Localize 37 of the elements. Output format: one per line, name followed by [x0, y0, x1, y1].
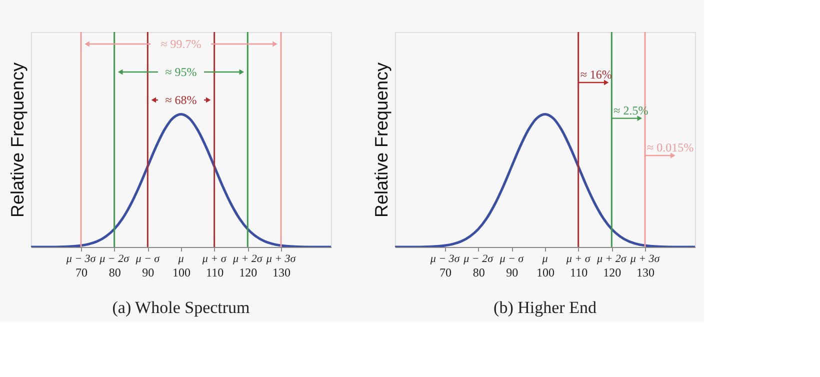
x-tick-label: 80 [472, 266, 485, 280]
x-tick-label: 70 [76, 266, 88, 280]
text: (b) Higher End [494, 298, 597, 317]
x-tick-label: 100 [536, 266, 554, 280]
text: μ + σ [201, 253, 227, 265]
x-tick-label: 100 [172, 266, 190, 280]
text: μ [177, 253, 184, 265]
text: μ − 2σ [462, 253, 494, 265]
text: ≈ 99.7% [160, 37, 202, 51]
text: μ − 3σ [65, 253, 96, 265]
x-tick-label: 130 [272, 266, 290, 280]
text: (a) Whole Spectrum [112, 298, 250, 317]
text: μ + 3σ [265, 253, 296, 265]
text: μ − 3σ [429, 253, 460, 265]
annotation: ≈ 0.015% [647, 140, 694, 154]
y-axis-title: Relative Frequency [8, 62, 28, 218]
text: μ + 2σ [232, 253, 263, 265]
x-tick-label: 70 [440, 266, 452, 280]
x-tick-label: 80 [108, 266, 121, 280]
x-tick-label: 110 [206, 266, 224, 280]
x-tick-label: 110 [570, 266, 588, 280]
x-tick-label: 90 [142, 266, 154, 280]
text: ≈ 68% [165, 93, 197, 107]
y-axis-title: Relative Frequency [372, 62, 392, 218]
text: μ − σ [134, 253, 160, 265]
x-tick-label: 90 [506, 266, 518, 280]
annotation: ≈ 2.5% [614, 103, 648, 118]
x-tick-label: 120 [603, 266, 622, 280]
text: μ + σ [565, 253, 591, 265]
text: μ [541, 253, 548, 265]
text: μ − σ [498, 253, 524, 265]
text: ≈ 95% [165, 65, 197, 79]
text: μ + 3σ [629, 253, 660, 265]
text: μ + 2σ [596, 253, 627, 265]
text: μ − 2σ [98, 253, 130, 265]
x-tick-label: 120 [239, 266, 258, 280]
x-tick-label: 130 [636, 266, 654, 280]
